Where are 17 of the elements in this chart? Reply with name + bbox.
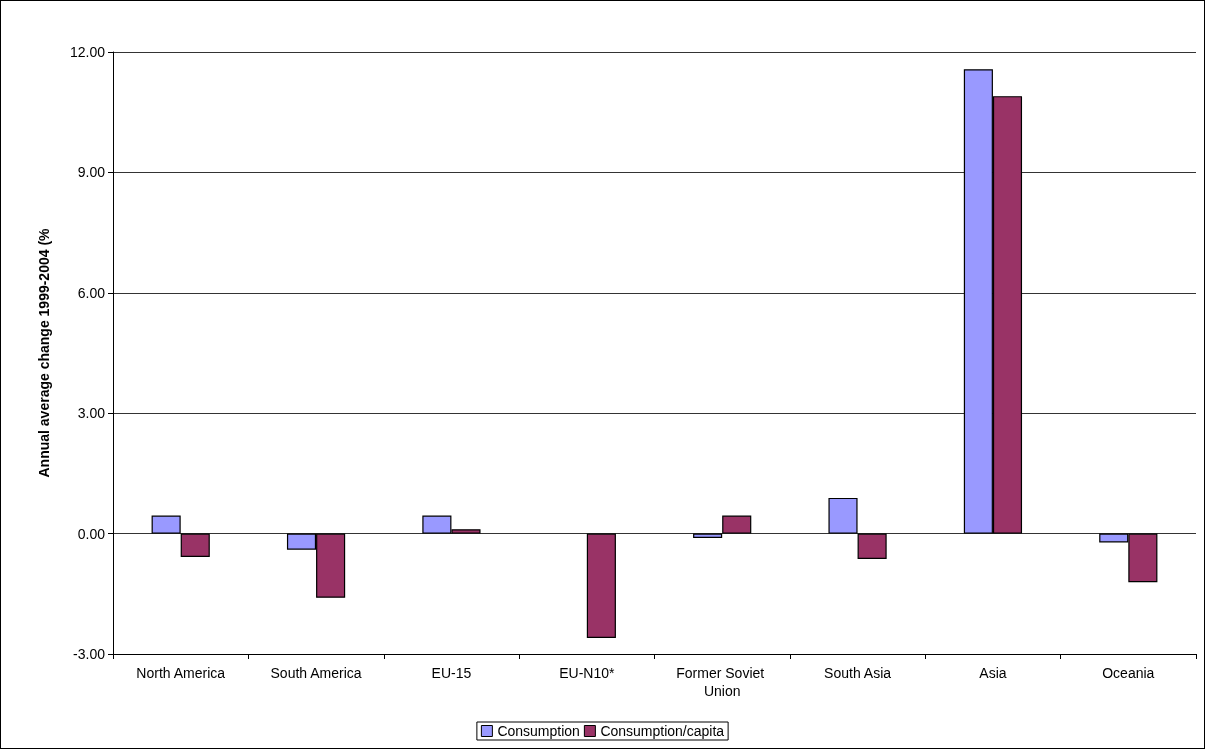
x-tick-label: South America [270, 665, 362, 681]
legend-label: Consumption [497, 723, 580, 739]
y-tick-label: -3.00 [73, 646, 106, 662]
y-tick-label: 3.00 [77, 405, 106, 422]
y-axis-title: Annual average change 1999-2004 (% [36, 227, 52, 478]
x-tick-label: Former Soviet Union [676, 665, 769, 699]
x-tick-label: Oceania [1102, 665, 1155, 681]
x-tick-label: Asia [979, 665, 1007, 681]
y-tick-label: 12.00 [69, 44, 106, 60]
x-tick-label: South Asia [824, 665, 892, 681]
y-tick-label: 6.00 [77, 284, 106, 301]
legend-label: Consumption/capita [600, 723, 725, 739]
x-tick-label: North America [136, 665, 226, 681]
y-tick-label: 9.00 [77, 164, 106, 181]
x-tick-label: EU-15 [431, 665, 472, 681]
x-tick-label: EU-N10* [559, 665, 615, 681]
y-tick-label: 0.00 [77, 525, 106, 542]
